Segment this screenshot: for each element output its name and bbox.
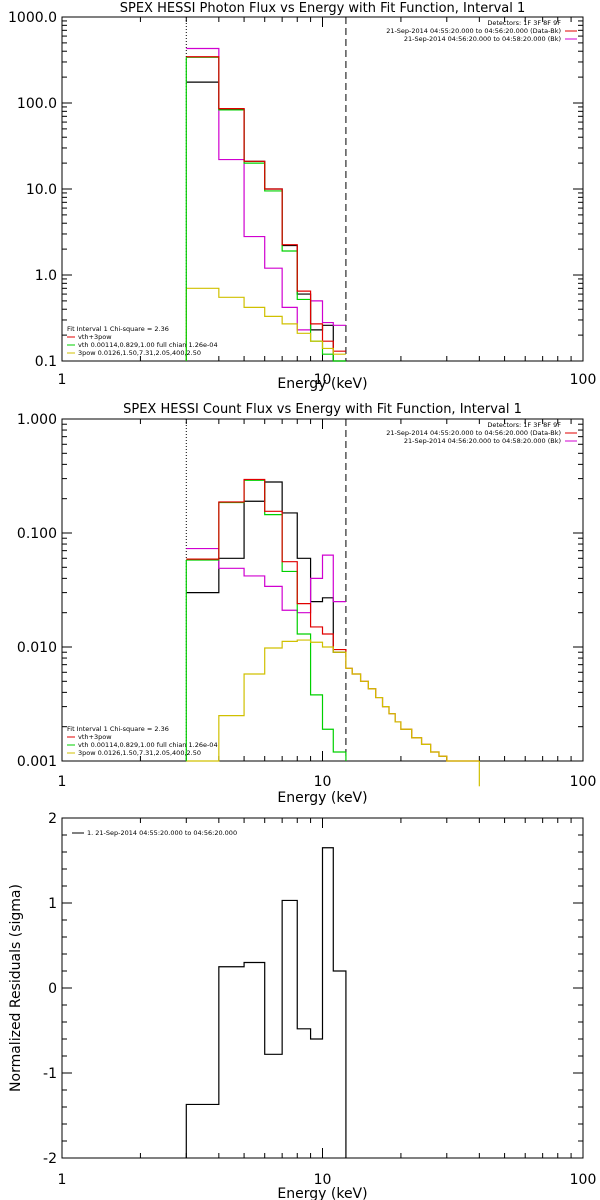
legend-bottom-text: Fit Interval 1 Chi-square = 2.36 [67,325,169,333]
x-tick-label: 10 [314,372,332,388]
thermal-fit-series [186,56,346,362]
y-tick-label: 1000.0 [8,10,57,26]
power-law-series [186,287,346,355]
residuals-panel: 1 10 100 -2 -1 0 1 2 Energy (keV) Normalized Resi… [8,811,596,1200]
y-tick-label: 0.1 [35,354,57,370]
y-tick-label: 1 [48,896,57,912]
residuals-series [185,847,347,1158]
x-tick-label: 1 [58,372,67,388]
photon-flux-panel: 1 10 100 0.1 1.0 10.0 100.0 1000.0 SPEX HESSI Ph… [8,1,596,392]
total-fit-series [186,56,346,352]
y-tick-label: 100.0 [17,96,57,112]
y-tick-label: 1.0 [35,268,57,284]
legend-bottom-text: vth 0.00114,0.829,1.00 full chian 1.26e-… [78,341,218,349]
legend-top-text: Detectors: 1F 3F 8F 9F [487,421,561,429]
x-tick-label: 100 [570,372,597,388]
y-tick-label: 10.0 [26,182,57,198]
thermal-fit-series [186,479,346,753]
y-tick-label: 0.100 [17,526,57,542]
y-tick-label: -1 [43,1066,57,1082]
y-axis-label: Normalized Residuals (sigma) [8,884,24,1092]
x-tick-label: 100 [570,1172,597,1188]
legend-top-text: 1. 21-Sep-2014 04:55:20.000 to 04:56:20.… [87,829,237,837]
y-tick-label: 1.000 [17,412,57,428]
legend-top-text: 21-Sep-2014 04:56:20.000 to 04:58:20.000… [404,35,561,43]
x-tick-label: 1 [58,774,67,790]
y-tick-label: 0.001 [17,754,57,770]
x-tick-label: 10 [314,774,332,790]
legend-top-text: 21-Sep-2014 04:55:20.000 to 04:56:20.000… [386,27,561,35]
legend-top-text: 21-Sep-2014 04:55:20.000 to 04:56:20.000… [386,429,561,437]
x-axis-label: Energy (keV) [277,376,367,392]
y-tick-label: 0 [48,981,57,997]
x-tick-label: 10 [314,1172,332,1188]
x-tick-label: 1 [58,1172,67,1188]
x-tick-label: 100 [570,774,597,790]
chart-title: SPEX HESSI Count Flux vs Energy with Fit… [123,402,522,417]
legend-bottom-text: 3pow 0.0126,1.50,7.31,2.05,400,2.50 [78,749,201,757]
y-tick-label: -2 [43,1151,57,1167]
count-flux-panel: 1 10 100 0.001 0.010 0.100 1.000 SPEX HESSI Cou… [17,402,596,806]
x-axis-label: Energy (keV) [277,1186,367,1200]
background-series [186,547,346,614]
legend-bottom-text: Fit Interval 1 Chi-square = 2.36 [67,725,169,733]
y-tick-label: 2 [48,811,57,827]
legend-bottom-text: vth 0.00114,0.829,1.00 full chian 1.26e-… [78,741,218,749]
y-tick-label: 0.010 [17,640,57,656]
power-law-series [186,639,480,762]
legend-top-text: Detectors: 1F 3F 8F 9F [487,19,561,27]
data-series [186,481,346,653]
background-series [186,47,346,331]
legend-top-text: 21-Sep-2014 04:56:20.000 to 04:58:20.000… [404,437,561,445]
legend-bottom-text: 3pow 0.0126,1.50,7.31,2.05,400,2.50 [78,349,201,357]
legend-bottom-text: vth+3pow [78,333,112,341]
chart-title: SPEX HESSI Photon Flux vs Energy with Fi… [120,1,526,16]
legend-bottom-text: vth+3pow [78,733,112,741]
x-axis-label: Energy (keV) [277,790,367,806]
